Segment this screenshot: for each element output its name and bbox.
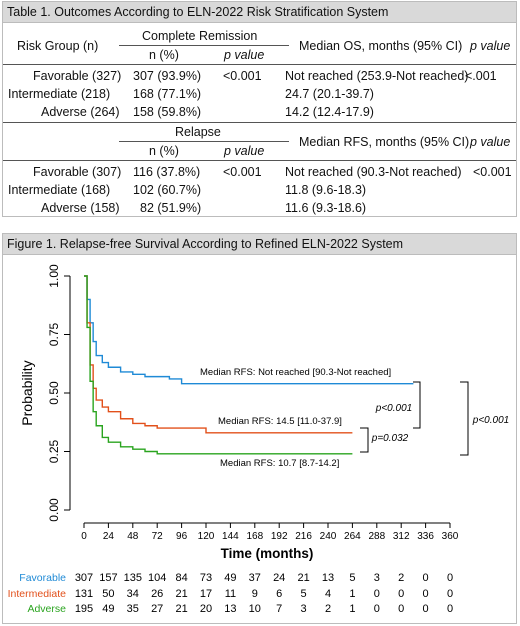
rel-row-rfs: 11.6 (9.3-18.6) [285,201,367,215]
header-bottom-rule [3,160,516,161]
cr-row-n: 307 (93.9%) [133,69,202,83]
cr-row-n: 168 (77.1%) [133,87,202,101]
cr-row-os: 14.2 (12.4-17.9) [285,105,374,119]
header-median-os: Median OS, months (95% CI) [299,39,463,53]
cr-row-group: Adverse (264) [41,105,120,119]
rel-row-p2: <0.001 [473,165,512,179]
table-1-title: Table 1. Outcomes According to ELN-2022 … [3,2,516,23]
rel-row-rfs: 11.8 (9.6-18.3) [285,183,367,197]
cr-row-p2: <.001 [465,69,497,83]
header-bottom-rule [3,64,516,65]
rel-row-n: 116 (37.8%) [133,165,201,179]
header-p-value-os: p value [470,39,511,53]
header-relapse: Relapse [175,125,221,139]
figure-1-title: Figure 1. Relapse-free Survival Accordin… [3,234,516,255]
rel-row-rfs: Not reached (90.3-Not reached) [285,165,462,179]
header-p-value-2: p value [224,144,265,158]
cr-row-group: Intermediate (218) [8,87,111,101]
rel-row-n: 102 (60.7%) [133,183,202,197]
cr-row-os: 24.7 (20.1-39.7) [285,87,374,101]
rel-row-p: <0.001 [223,165,262,179]
table-1: Table 1. Outcomes According to ELN-2022 … [2,1,517,217]
figure-1: Figure 1. Relapse-free Survival Accordin… [2,233,517,624]
rel-row-group: Intermediate (168) [8,183,111,197]
header-p-value-rfs: p value [470,135,511,149]
section-rule [3,122,516,123]
cr-row-n: 158 (59.8%) [133,105,202,119]
header-complete-remission: Complete Remission [142,29,258,43]
cr-row-os: Not reached (253.9-Not reached) [285,69,469,83]
rel-row-group: Adverse (158) [41,201,120,215]
cr-row-p: <0.001 [223,69,262,83]
header-median-rfs: Median RFS, months (95% CI) [299,135,470,149]
header-p-value: p value [224,48,265,62]
header-n-pct-2: n (%) [149,144,179,158]
header-n-pct: n (%) [149,48,179,62]
header-rule [119,45,289,46]
header-rule [119,141,289,142]
rel-row-n: 82 (51.9%) [140,201,202,215]
rel-row-group: Favorable (307) [33,165,122,179]
header-risk-group: Risk Group (n) [17,39,99,53]
cr-row-group: Favorable (327) [33,69,122,83]
